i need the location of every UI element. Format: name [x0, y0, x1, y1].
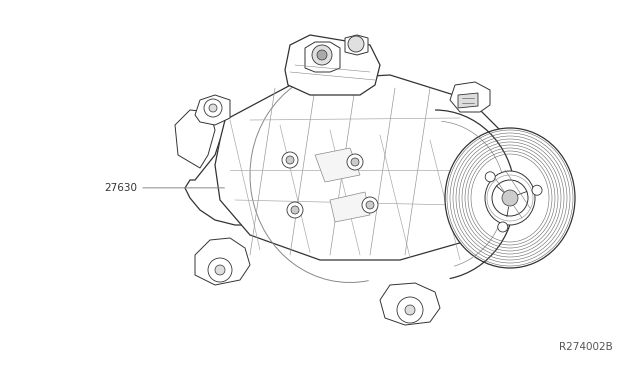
Circle shape [532, 185, 542, 195]
Polygon shape [380, 283, 440, 325]
Polygon shape [450, 82, 490, 112]
Circle shape [502, 190, 518, 206]
Polygon shape [305, 42, 340, 72]
Text: R274002B: R274002B [559, 341, 613, 352]
Polygon shape [215, 75, 510, 260]
Circle shape [351, 158, 359, 166]
Polygon shape [458, 93, 478, 108]
Circle shape [286, 156, 294, 164]
Polygon shape [195, 238, 250, 285]
Circle shape [204, 99, 222, 117]
Circle shape [317, 50, 327, 60]
Circle shape [485, 172, 495, 182]
Circle shape [208, 258, 232, 282]
Polygon shape [185, 112, 305, 225]
Polygon shape [285, 35, 380, 95]
Circle shape [312, 45, 332, 65]
Polygon shape [195, 95, 230, 125]
Circle shape [405, 305, 415, 315]
Polygon shape [345, 35, 368, 55]
Circle shape [498, 222, 508, 232]
Circle shape [348, 36, 364, 52]
Circle shape [287, 202, 303, 218]
Circle shape [397, 297, 423, 323]
Polygon shape [175, 110, 215, 168]
Text: 27630: 27630 [104, 183, 225, 193]
Polygon shape [315, 148, 360, 182]
Polygon shape [330, 192, 370, 222]
Circle shape [282, 152, 298, 168]
Circle shape [209, 104, 217, 112]
Circle shape [291, 206, 299, 214]
Ellipse shape [485, 171, 535, 225]
Circle shape [492, 180, 528, 216]
Circle shape [347, 154, 363, 170]
Circle shape [366, 201, 374, 209]
Circle shape [362, 197, 378, 213]
Ellipse shape [445, 128, 575, 268]
Circle shape [215, 265, 225, 275]
